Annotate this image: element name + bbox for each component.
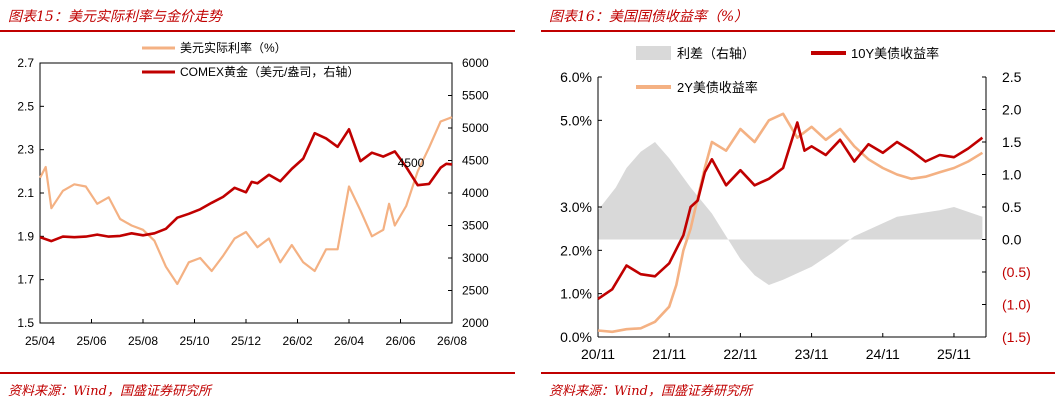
x-tick-label: 22/11 (723, 346, 757, 362)
y-right-tick-label: 6000 (462, 56, 489, 70)
y-left-tick-label: 1.0% (560, 286, 592, 302)
right-figure: 图表16：美国国债收益率（%） 0.0% 1.0% 2.0% 3.0% 5.0% 6.0%… (541, 0, 1055, 404)
right-top-rule (541, 30, 1055, 32)
legend-label-gold: COMEX黄金（美元/盎司，右轴） (180, 64, 359, 79)
x-tick-label: 25/08 (128, 334, 158, 348)
right-figure-title: 图表16：美国国债收益率（%） (549, 9, 749, 25)
y-left-tick-label: 2.5 (17, 99, 34, 113)
y-left-tick-label: 2.7 (17, 56, 34, 70)
x-tick-label: 24/11 (866, 346, 900, 362)
y-right-tick-label: 2.0 (1002, 102, 1022, 118)
left-bottom-rule (0, 372, 515, 374)
series-spread-area (598, 142, 983, 285)
series-2y-line (597, 112, 984, 334)
x-tick-label: 25/11 (937, 346, 971, 362)
right-bottom-rule (541, 372, 1055, 374)
y-right-tick-label: 2000 (462, 316, 489, 330)
x-tick-label: 23/11 (795, 346, 829, 362)
x-tick-label: 25/04 (25, 334, 55, 348)
x-tick-label: 26/04 (334, 334, 364, 348)
y-right-tick-label: (1.0) (1002, 297, 1031, 313)
x-tick-label: 25/10 (179, 334, 209, 348)
left-chart-svg: 1.5 1.7 1.9 2.1 2.3 2.5 2.7 2000 2500 3000 3500 400… (17, 40, 489, 348)
left-top-rule (0, 30, 515, 32)
y-right-tick-label: 0.0 (1002, 232, 1022, 248)
legend-swatch-spread (636, 46, 671, 60)
x-tick-label: 25/06 (76, 334, 106, 348)
series-gold-line (39, 128, 453, 243)
annotation-4500: 4500 (398, 156, 425, 170)
left-figure-title: 图表15：美元实际利率与金价走势 (8, 9, 222, 25)
y-left-tick-label: 2.1 (17, 186, 34, 200)
legend-label-real-rate: 美元实际利率（%） (180, 40, 287, 55)
legend-label-spread: 利差（右轴） (677, 46, 755, 61)
y-right-tick-label: (0.5) (1002, 264, 1031, 280)
y-right-tick-label: 1.0 (1002, 167, 1022, 183)
x-tick-label: 25/12 (231, 334, 261, 348)
right-chart-svg: 0.0% 1.0% 2.0% 3.0% 5.0% 6.0% (1.5) (1.0) (0.5) 0… (560, 46, 1031, 362)
y-right-tick-label: 1.5 (1002, 134, 1022, 150)
y-right-tick-label: 5500 (462, 89, 489, 103)
y-left-tick-label: 1.5 (17, 316, 34, 330)
legend-label-10y: 10Y美债收益率 (851, 46, 939, 61)
y-right-tick-label: (1.5) (1002, 329, 1031, 345)
y-right-tick-label: 4000 (462, 186, 489, 200)
x-tick-label: 21/11 (652, 346, 686, 362)
series-10y-line (597, 121, 984, 300)
y-right-tick-label: 2.5 (1002, 69, 1022, 85)
left-figure: 图表15：美元实际利率与金价走势 1.5 1.7 1.9 2.1 2.3 2.5 2.7 20… (0, 0, 515, 404)
y-right-tick-label: 2500 (462, 284, 489, 298)
x-tick-label: 26/06 (385, 334, 415, 348)
y-left-tick-label: 0.0% (560, 329, 592, 345)
y-left-tick-label: 3.0% (560, 199, 592, 215)
legend-label-2y: 2Y美债收益率 (677, 80, 758, 95)
x-tick-label: 26/08 (437, 334, 467, 348)
y-left-tick-label: 2.0% (560, 242, 592, 258)
y-left-tick-label: 6.0% (560, 69, 592, 85)
y-right-tick-label: 5000 (462, 121, 489, 135)
y-right-tick-label: 3000 (462, 251, 489, 265)
left-source-note: 资料来源：Wind，国盛证券研究所 (8, 384, 211, 399)
series-real-rate-line (39, 116, 453, 286)
y-left-tick-label: 1.7 (17, 273, 34, 287)
y-left-tick-label: 2.3 (17, 143, 34, 157)
y-left-tick-label: 1.9 (17, 229, 34, 243)
y-right-tick-label: 4500 (462, 154, 489, 168)
y-right-tick-label: 3500 (462, 219, 489, 233)
right-source-note: 资料来源：Wind，国盛证券研究所 (549, 384, 752, 399)
x-tick-label: 26/02 (282, 334, 312, 348)
y-left-tick-label: 5.0% (560, 112, 592, 128)
x-tick-label: 20/11 (581, 346, 615, 362)
y-right-tick-label: 0.5 (1002, 199, 1022, 215)
